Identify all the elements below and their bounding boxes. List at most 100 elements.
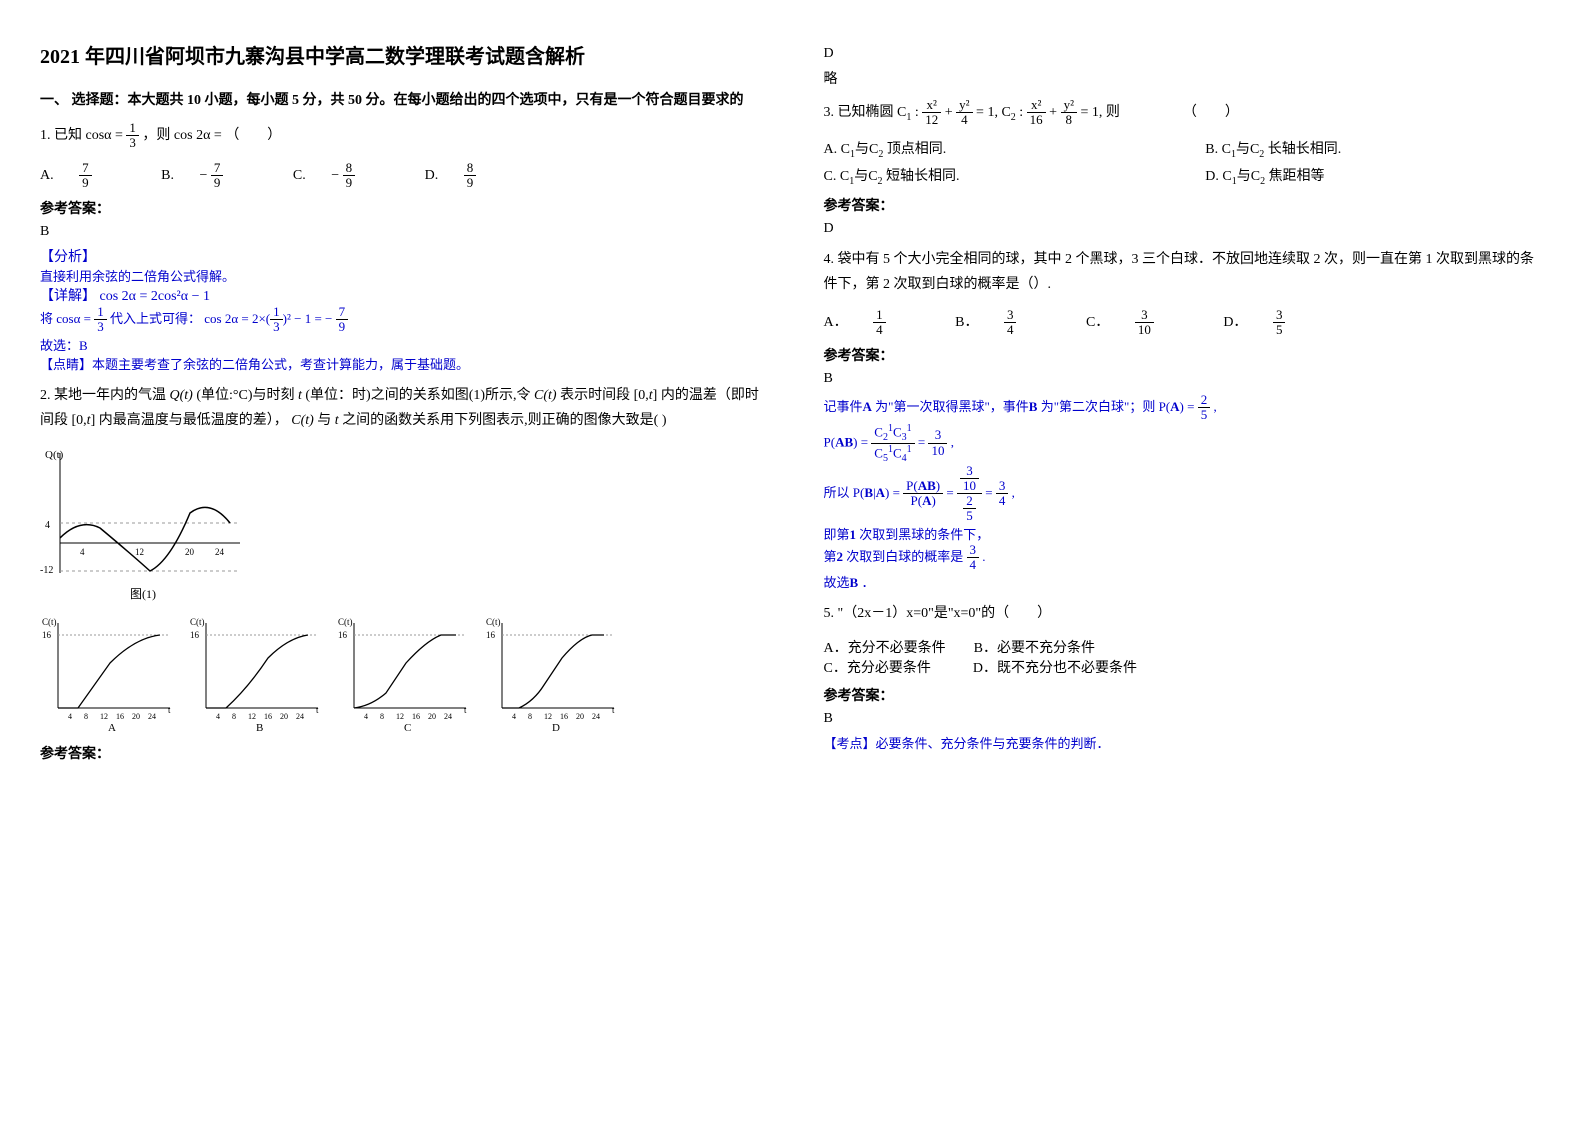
svg-text:4: 4 (45, 520, 50, 531)
svg-text:16: 16 (116, 712, 124, 721)
q4-line3: 第2 次取到白球的概率是 34 . (824, 543, 1548, 573)
q2-ans-label: 参考答案： (40, 743, 764, 763)
q2-s6: 内最高温度与最低温度的差）， (99, 413, 288, 428)
q2-s3: (单位：时)之间的关系如图(1)所示,令 (305, 388, 530, 403)
q1-optB-label: B. (161, 168, 174, 183)
q1-stem-mid: ，则 (142, 128, 170, 143)
q4-pba: 所以 P(B|A) = P(AB)P(A) = 310 25 = 34 , (824, 464, 1548, 524)
question-3: 3. 已知椭圆 C1 : x²12 + y²4 = 1, C2 : x²16 +… (824, 98, 1548, 128)
svg-text:8: 8 (84, 712, 88, 721)
fig1-label: 图(1) (130, 587, 156, 601)
svg-text:20: 20 (576, 712, 584, 721)
svg-text:16: 16 (190, 630, 200, 640)
q4-pab: P(AB) = C21C31 C51C41 = 310 , (824, 423, 1548, 464)
svg-text:-12: -12 (40, 565, 53, 576)
q4-l3b: 次取到白球的概率是 (846, 549, 963, 564)
q4-so-text: 故选 (824, 575, 850, 590)
svg-text:8: 8 (528, 712, 532, 721)
svg-text:24: 24 (592, 712, 600, 721)
svg-text:4: 4 (216, 712, 220, 721)
q1-so: 故选：B (40, 335, 764, 354)
svg-text:12: 12 (248, 712, 256, 721)
svg-text:12: 12 (135, 547, 144, 557)
svg-text:t: t (464, 705, 467, 715)
svg-text:16: 16 (412, 712, 420, 721)
q1-sub: 将 cosα = 13 代入上式可得： cos 2α = 2×(13)² − 1… (40, 305, 764, 335)
q4-optC: C． (1086, 315, 1109, 330)
q4-l2b: 次取到黑球的条件下， (859, 527, 989, 542)
q4-line2: 即第1 次取到黑球的条件下， (824, 524, 1548, 543)
q3-and-c: 与 (854, 169, 868, 184)
q4-so2: ． (861, 575, 874, 590)
svg-text:20: 20 (185, 547, 195, 557)
q1-cos2a: cos 2α = (174, 128, 222, 143)
q1-cos-alpha: cosα = 13 (86, 128, 143, 143)
section-heading: 一、 选择题：本大题共 10 小题，每小题 5 分，共 50 分。在每小题给出的… (40, 89, 764, 109)
q1-stem-end: （ ） (225, 128, 281, 143)
svg-text:C: C (404, 722, 411, 733)
q4-optB: B． (955, 315, 978, 330)
svg-text:24: 24 (215, 547, 225, 557)
q3-row2: C. C1与C2 短轴长相同. D. C1与C2 焦距相等 (824, 165, 1548, 187)
svg-text:12: 12 (544, 712, 552, 721)
svg-text:8: 8 (232, 712, 236, 721)
svg-text:C(t): C(t) (42, 617, 57, 627)
svg-text:t: t (168, 705, 171, 715)
q3-and-a: 与 (855, 142, 869, 157)
svg-text:4: 4 (512, 712, 516, 721)
svg-text:16: 16 (338, 630, 348, 640)
q3-lblC: C. (824, 169, 837, 184)
q1-options: A. 79 B. − 79 C. − 89 D. 89 (40, 161, 764, 191)
q4-l1b: 为"第一次取得黑球"，事件 (875, 399, 1029, 414)
q2-s4: 表示时间段 (560, 388, 630, 403)
svg-text:B: B (256, 722, 263, 733)
q2-s7: 与 (317, 413, 331, 428)
q3-suffix: 则 （ ） (1106, 105, 1239, 120)
doc-title: 2021 年四川省阿坝市九寨沟县中学高二数学理联考试题含解析 (40, 40, 764, 69)
svg-text:Q(t): Q(t) (45, 449, 64, 461)
question-4: 4. 袋中有 5 个大小完全相同的球，其中 2 个黑球，3 三个白球．不放回地连… (824, 247, 1548, 297)
q1-stem-prefix: 1. 已知 (40, 128, 82, 143)
q1-detail-label-text: 【详解】 (40, 289, 96, 304)
q3-lblD: D. (1205, 169, 1219, 184)
q2-s1: 2. 某地一年内的气温 (40, 388, 166, 403)
q1-optA-label: A. (40, 168, 54, 183)
q4-options: A． 14 B． 34 C． 310 D． 35 (824, 308, 1548, 338)
svg-text:20: 20 (132, 712, 140, 721)
q3-prefix: 3. 已知椭圆 (824, 105, 894, 120)
svg-text:A: A (108, 722, 116, 733)
svg-text:24: 24 (148, 712, 156, 721)
q3-ans: D (824, 221, 1548, 237)
q4-optA: A． (824, 315, 848, 330)
q5-optsCD: C．充分必要条件 D．既不充分也不必要条件 (824, 657, 1548, 677)
q2-extra: 略 (824, 68, 1548, 88)
svg-text:t: t (316, 705, 319, 715)
svg-text:4: 4 (68, 712, 72, 721)
subfig-B: C(t) 16 48 1216 2024 t B (188, 613, 328, 733)
q4-ans: B (824, 371, 1548, 387)
q4-so-prefix: 所以 (824, 485, 850, 500)
q1-analysis-label: 【分析】 (40, 246, 764, 266)
q5-comment: 【考点】必要条件、充分条件与充要条件的判断． (824, 733, 1548, 752)
svg-text:16: 16 (486, 630, 496, 640)
q1-analysis: 直接利用余弦的二倍角公式得解。 (40, 266, 764, 285)
q4-exp1: 记事件A 为"第一次取得黑球"，事件B 为"第二次白球"；则 P(A) = 25… (824, 393, 1548, 423)
q1-comment: 【点睛】本题主要考查了余弦的二倍角公式，考查计算能力，属于基础题。 (40, 354, 764, 373)
q1-ans: B (40, 224, 764, 240)
svg-text:4: 4 (364, 712, 368, 721)
q4-l2: 即第 (824, 527, 850, 542)
q1-optC-label: C. (293, 168, 306, 183)
q5-optsAB: A．充分不必要条件 B．必要不充分条件 (824, 637, 1548, 657)
svg-text:16: 16 (264, 712, 272, 721)
subfigures: C(t) 16 48 1216 2024 t A C(t) 16 48 1216… (40, 613, 764, 733)
q1-ans-label: 参考答案： (40, 198, 764, 218)
question-5: 5. "（2x－1）x=0"是"x=0"的（ ） (824, 601, 1548, 626)
q3-and-d: 与 (1237, 169, 1251, 184)
q4-l1a: 记事件 (824, 399, 863, 414)
q4-l1c: 为"第二次白球"；则 (1041, 399, 1156, 414)
q2-s2: (单位:°C)与时刻 (196, 388, 294, 403)
svg-text:t: t (612, 705, 615, 715)
svg-text:24: 24 (444, 712, 452, 721)
q3-D: 焦距相等 (1269, 169, 1325, 184)
svg-text:20: 20 (428, 712, 436, 721)
